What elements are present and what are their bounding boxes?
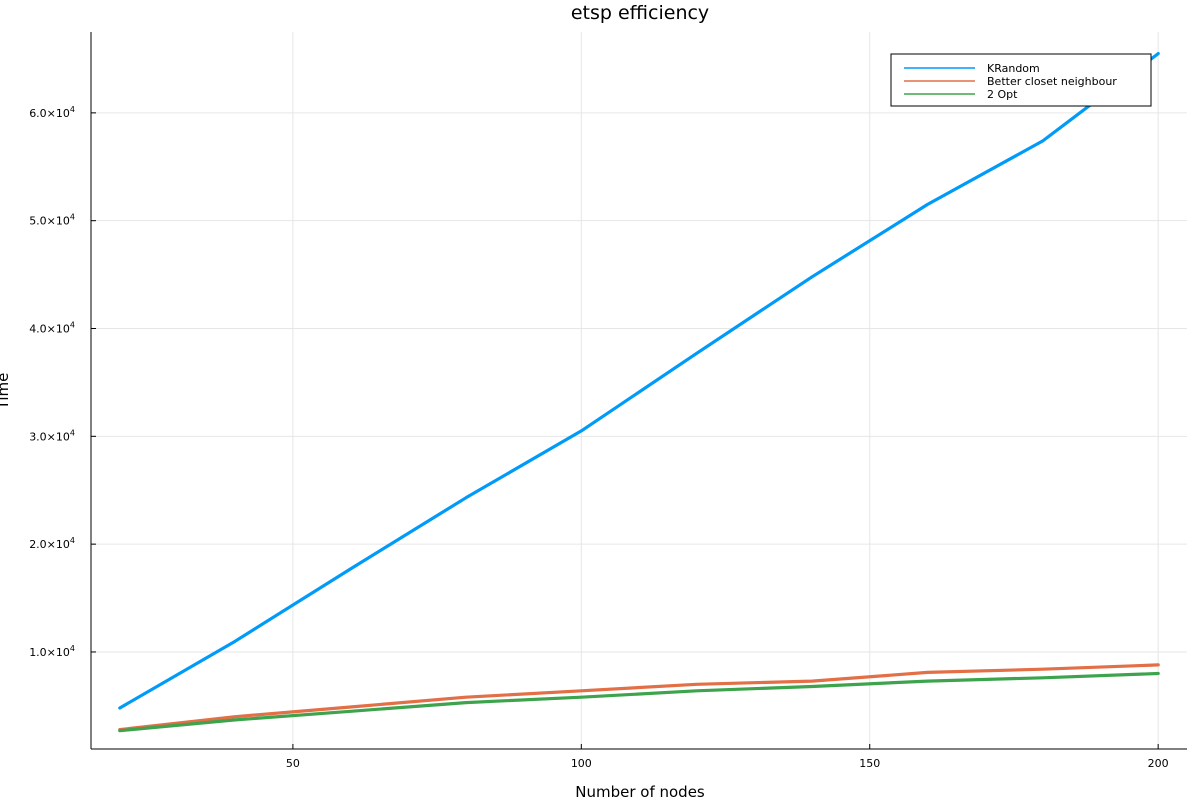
y-tick-label-exponent: 4 [70,105,75,114]
y-tick-label-exponent: 4 [70,213,75,222]
y-tick-label: 2.0×104 [29,536,75,551]
legend-label: 2 Opt [987,88,1018,101]
y-tick-label-exponent: 4 [70,536,75,545]
y-tick-label-base: 6.0×10 [29,107,70,120]
y-tick-label: 3.0×104 [29,428,75,443]
legend-label: KRandom [987,62,1040,75]
series-line-krandom [118,51,1160,710]
y-tick-label: 4.0×104 [29,321,75,336]
x-tick-label: 50 [286,757,300,770]
y-tick-label-base: 2.0×10 [29,538,70,551]
y-axis-title: Time [0,373,12,411]
chart-title: etsp efficiency [571,2,709,24]
y-tick-label-exponent: 4 [70,321,75,330]
series-line-better-closet-neighbour [118,663,1160,732]
y-tick-label-exponent: 4 [70,428,75,437]
y-tick-label-base: 3.0×10 [29,430,70,443]
axes-layer [90,32,1187,750]
y-tick-label-base: 4.0×10 [29,323,70,336]
y-tick-label: 5.0×104 [29,213,75,228]
y-tick-label-base: 1.0×10 [29,646,70,659]
y-tick-label-base: 5.0×10 [29,215,70,228]
x-tick-label: 100 [571,757,592,770]
series-line-2-opt [118,671,1160,733]
x-tick-labels: 50 100 150 200 [286,757,1169,770]
y-tick-label: 1.0×104 [29,644,75,659]
legend-label: Better closet neighbour [987,75,1117,88]
y-tick-label-exponent: 4 [70,644,75,653]
x-tick-label: 150 [859,757,880,770]
series-layer [118,51,1160,733]
legend-box [890,53,1152,107]
y-tick-label: 6.0×104 [29,105,75,120]
x-axis-title: Number of nodes [575,783,705,800]
grid-layer [91,32,1187,749]
y-tick-labels: 1.0×1042.0×1043.0×1044.0×1045.0×1046.0×1… [29,105,75,659]
x-tick-label: 200 [1148,757,1169,770]
